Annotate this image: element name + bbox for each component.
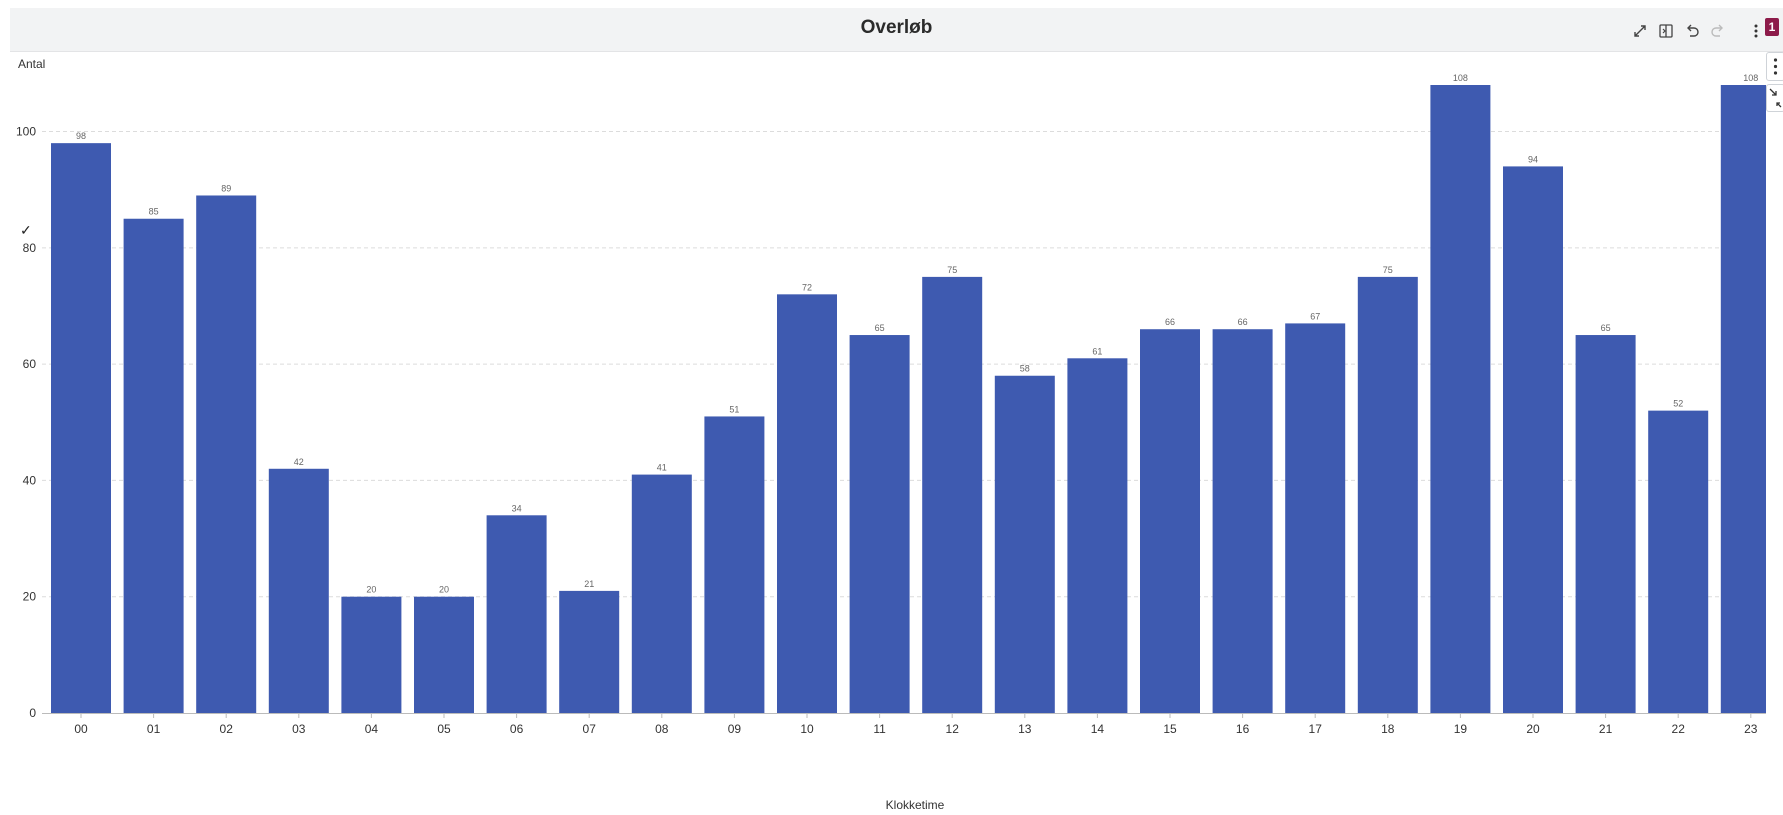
- y-tick-label: 40: [23, 473, 37, 487]
- x-tick-label: 10: [800, 722, 814, 736]
- bar: [268, 468, 329, 713]
- x-tick-label: 11: [873, 722, 886, 736]
- bar: [994, 375, 1055, 713]
- bar: [123, 218, 184, 714]
- redo-icon[interactable]: [1710, 23, 1726, 39]
- bar: [196, 195, 257, 714]
- x-tick-label: 23: [1744, 722, 1758, 736]
- bar: [777, 294, 837, 713]
- collapse-icon: [1769, 88, 1782, 108]
- chart-header: Overløb: [10, 8, 1783, 52]
- x-tick-label: 18: [1381, 722, 1395, 736]
- bar: [1357, 276, 1418, 713]
- x-tick-label: 20: [1526, 722, 1540, 736]
- bar: [51, 143, 111, 714]
- more-options-icon: [1773, 58, 1778, 75]
- bar: [631, 474, 692, 713]
- data-label: 65: [1601, 323, 1611, 333]
- more-options-icon[interactable]: [1748, 23, 1764, 39]
- data-label: 20: [439, 585, 449, 595]
- data-label: 94: [1528, 154, 1538, 164]
- x-tick-label: 14: [1091, 722, 1105, 736]
- bar: [1430, 85, 1491, 713]
- bar: [414, 596, 474, 713]
- data-label: 66: [1238, 317, 1248, 327]
- x-tick-label: 16: [1236, 722, 1250, 736]
- data-label: 75: [947, 265, 957, 275]
- data-label: 52: [1673, 399, 1683, 409]
- x-tick-label: 04: [365, 722, 379, 736]
- data-label: 89: [221, 183, 231, 193]
- x-tick-label: 01: [147, 722, 161, 736]
- y-tick-label: 20: [23, 590, 37, 604]
- x-tick-label: 00: [74, 722, 88, 736]
- x-tick-label: 02: [220, 722, 234, 736]
- x-tick-label: 06: [510, 722, 524, 736]
- x-tick-label: 08: [655, 722, 669, 736]
- x-tick-label: 13: [1018, 722, 1032, 736]
- bar: [849, 335, 910, 713]
- data-label: 58: [1020, 364, 1030, 374]
- bar: [341, 596, 402, 713]
- data-label: 66: [1165, 317, 1175, 327]
- notification-badge[interactable]: 1: [1765, 18, 1779, 36]
- data-label: 108: [1743, 73, 1758, 83]
- side-collapse-button[interactable]: [1766, 84, 1783, 112]
- y-tick-label: 60: [23, 357, 37, 371]
- data-label: 21: [584, 579, 594, 589]
- x-tick-label: 17: [1309, 722, 1323, 736]
- side-more-options-button[interactable]: [1766, 52, 1783, 81]
- bar: [922, 276, 983, 713]
- data-label: 20: [366, 585, 376, 595]
- y-tick-label: 80: [23, 241, 37, 255]
- bar: [1720, 85, 1766, 713]
- bar: [1575, 335, 1636, 713]
- bar: [486, 515, 547, 713]
- data-label: 108: [1453, 73, 1468, 83]
- bar: [1067, 358, 1128, 713]
- data-label: 65: [875, 323, 885, 333]
- bar: [1285, 323, 1346, 713]
- x-tick-label: 22: [1672, 722, 1686, 736]
- data-label: 98: [76, 131, 86, 141]
- bar: [559, 590, 620, 713]
- x-tick-label: 19: [1454, 722, 1468, 736]
- data-label: 51: [729, 404, 739, 414]
- bar: [1648, 410, 1709, 713]
- split-view-icon[interactable]: [1658, 23, 1674, 39]
- x-tick-label: 12: [946, 722, 960, 736]
- data-label: 42: [294, 457, 304, 467]
- check-mark: ✓: [20, 222, 32, 238]
- chart-title: Overløb: [860, 17, 933, 38]
- data-label: 41: [657, 463, 667, 473]
- undo-icon[interactable]: [1684, 23, 1700, 39]
- y-axis-label: Antal: [18, 57, 45, 71]
- data-label: 85: [149, 207, 159, 217]
- x-tick-label: 21: [1599, 722, 1613, 736]
- data-label: 61: [1092, 346, 1102, 356]
- bar: [1503, 166, 1563, 713]
- x-tick-label: 05: [437, 722, 451, 736]
- y-tick-label: 100: [16, 125, 36, 139]
- x-tick-label: 03: [292, 722, 306, 736]
- bar: [1212, 329, 1273, 713]
- data-label: 67: [1310, 311, 1320, 321]
- expand-icon[interactable]: [1632, 23, 1648, 39]
- bar: [1140, 329, 1200, 713]
- data-label: 34: [512, 503, 522, 513]
- x-tick-label: 09: [728, 722, 742, 736]
- bar: [704, 416, 765, 713]
- x-tick-label: 15: [1163, 722, 1177, 736]
- x-axis-label: Klokketime: [886, 798, 945, 812]
- data-label: 72: [802, 282, 812, 292]
- y-tick-label: 0: [29, 706, 36, 720]
- data-label: 75: [1383, 265, 1393, 275]
- x-tick-label: 07: [583, 722, 597, 736]
